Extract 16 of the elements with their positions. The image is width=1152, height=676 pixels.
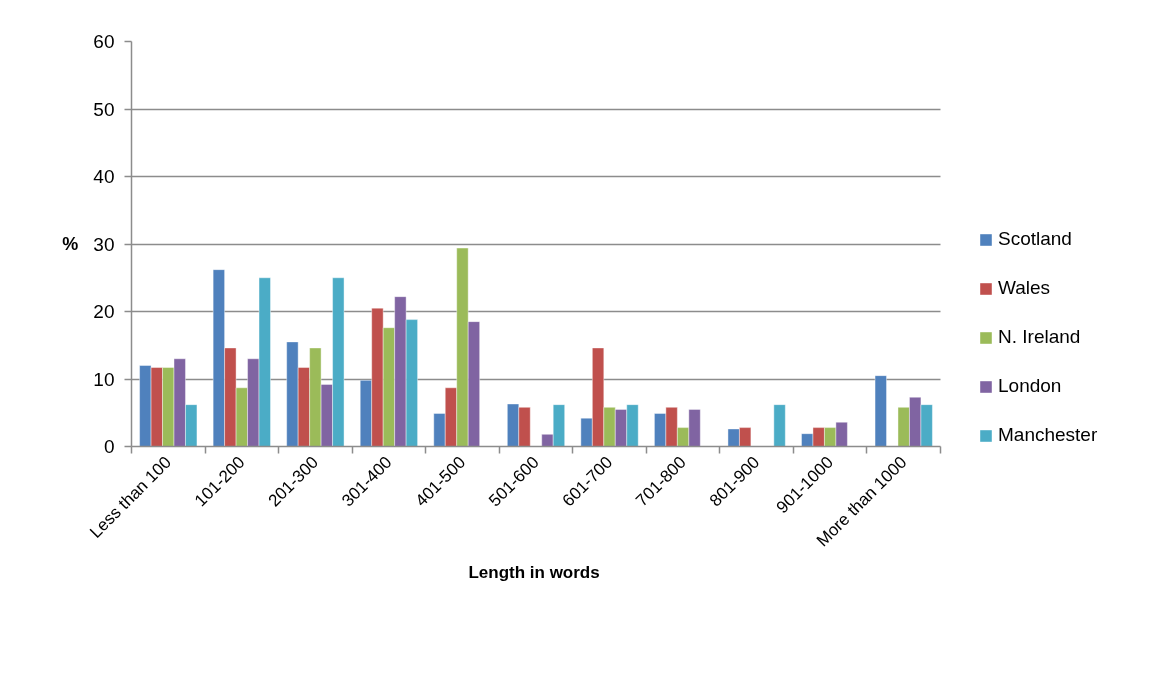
y-tick-label: 60 xyxy=(93,31,115,52)
legend-label: London xyxy=(998,375,1062,397)
y-tick-label: 20 xyxy=(93,301,115,322)
y-tick-label: 50 xyxy=(93,98,115,120)
y-axis-title: % xyxy=(62,234,79,254)
y-tick-label: 40 xyxy=(93,166,115,187)
legend-label: Wales xyxy=(998,277,1051,299)
x-axis-title: Length in words xyxy=(468,562,600,582)
legend-label: N. Ireland xyxy=(998,326,1081,348)
y-tick-label: 0 xyxy=(103,436,115,457)
legend-label: Manchester xyxy=(998,424,1098,446)
y-tick-label: 10 xyxy=(93,368,115,390)
bar xyxy=(773,404,786,447)
legend-label: Scotland xyxy=(998,228,1072,250)
y-tick-label: 30 xyxy=(93,233,115,255)
bar xyxy=(874,375,887,447)
